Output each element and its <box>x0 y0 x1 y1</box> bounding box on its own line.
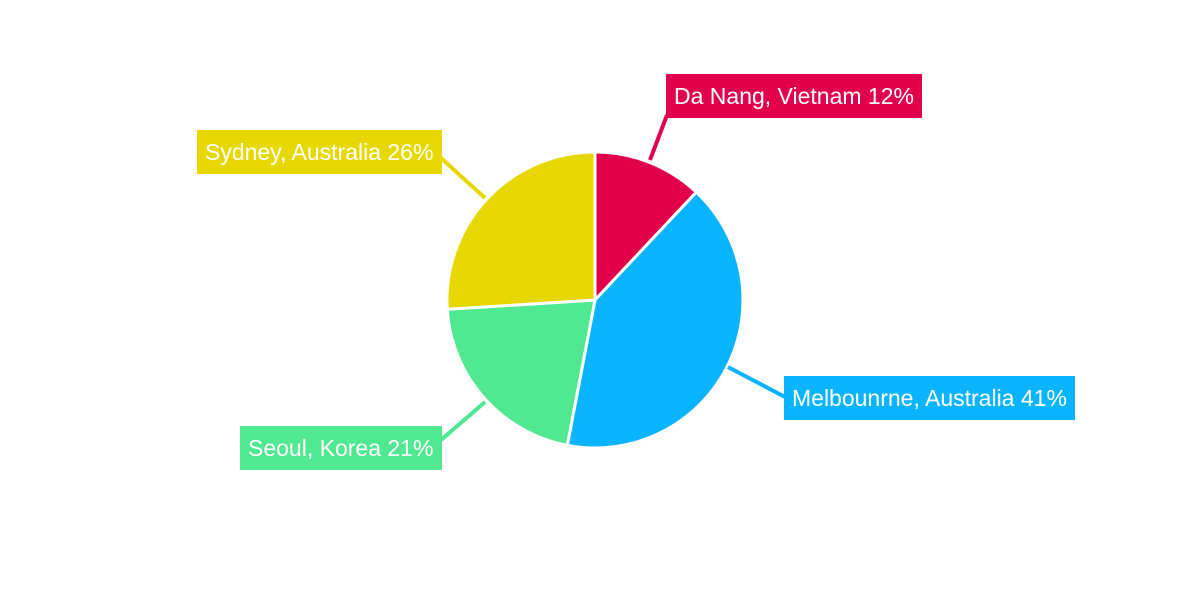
callout-sydney-australia: Sydney, Australia 26% <box>197 130 487 200</box>
callout-label-text: Sydney, Australia 26% <box>205 139 433 165</box>
callout-leader-line <box>439 156 487 200</box>
pie-callouts: Da Nang, Vietnam 12% Melbounrne, Australi… <box>197 74 1075 470</box>
callout-label-box <box>666 74 922 118</box>
callout-label-text: Seoul, Korea 21% <box>248 435 433 461</box>
pie-slice-melbounrne-australia <box>565 190 745 450</box>
pie-slice-da-nang-vietnam <box>593 150 698 302</box>
pie-slices <box>445 150 745 450</box>
pie-slice-seoul-korea <box>445 298 597 447</box>
callout-melbounrne-australia: Melbounrne, Australia 41% <box>727 365 1075 420</box>
callout-label-text: Melbounrne, Australia 41% <box>792 385 1067 411</box>
callout-seoul-korea: Seoul, Korea 21% <box>240 400 487 470</box>
callout-leader-line <box>648 114 669 161</box>
pie-slice-sydney-australia <box>445 150 597 311</box>
callout-label-text: Da Nang, Vietnam 12% <box>674 83 914 109</box>
callout-leader-line <box>727 365 786 399</box>
callout-leader-line <box>439 400 487 442</box>
callout-label-box <box>240 426 442 470</box>
callout-label-box <box>197 130 442 174</box>
callout-label-box <box>784 376 1075 420</box>
callout-da-nang-vietnam: Da Nang, Vietnam 12% <box>648 74 922 161</box>
